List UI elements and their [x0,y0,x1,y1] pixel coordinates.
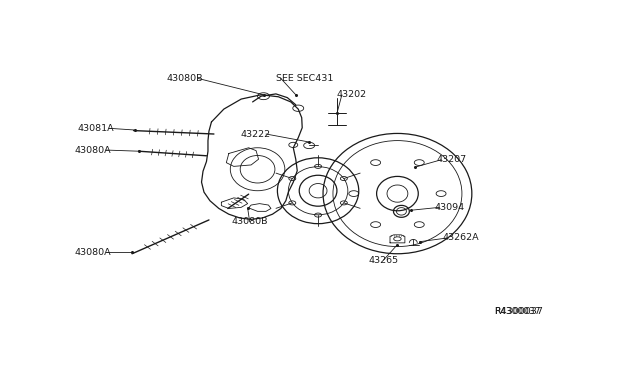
Text: SEE SEC431: SEE SEC431 [276,74,333,83]
Text: R4300037: R4300037 [494,307,543,316]
Text: 43094: 43094 [435,203,465,212]
Text: 43080B: 43080B [232,217,268,226]
Text: 43222: 43222 [241,129,271,138]
Text: 43081A: 43081A [77,124,114,133]
Text: 43265: 43265 [369,256,399,264]
Text: 43080B: 43080B [166,74,203,83]
Text: 43080A: 43080A [74,248,111,257]
Text: 43202: 43202 [337,90,367,99]
Text: 43262A: 43262A [442,234,479,243]
Text: 43207: 43207 [436,155,467,164]
Text: 43080A: 43080A [74,145,111,154]
Text: R4300037: R4300037 [494,307,541,316]
